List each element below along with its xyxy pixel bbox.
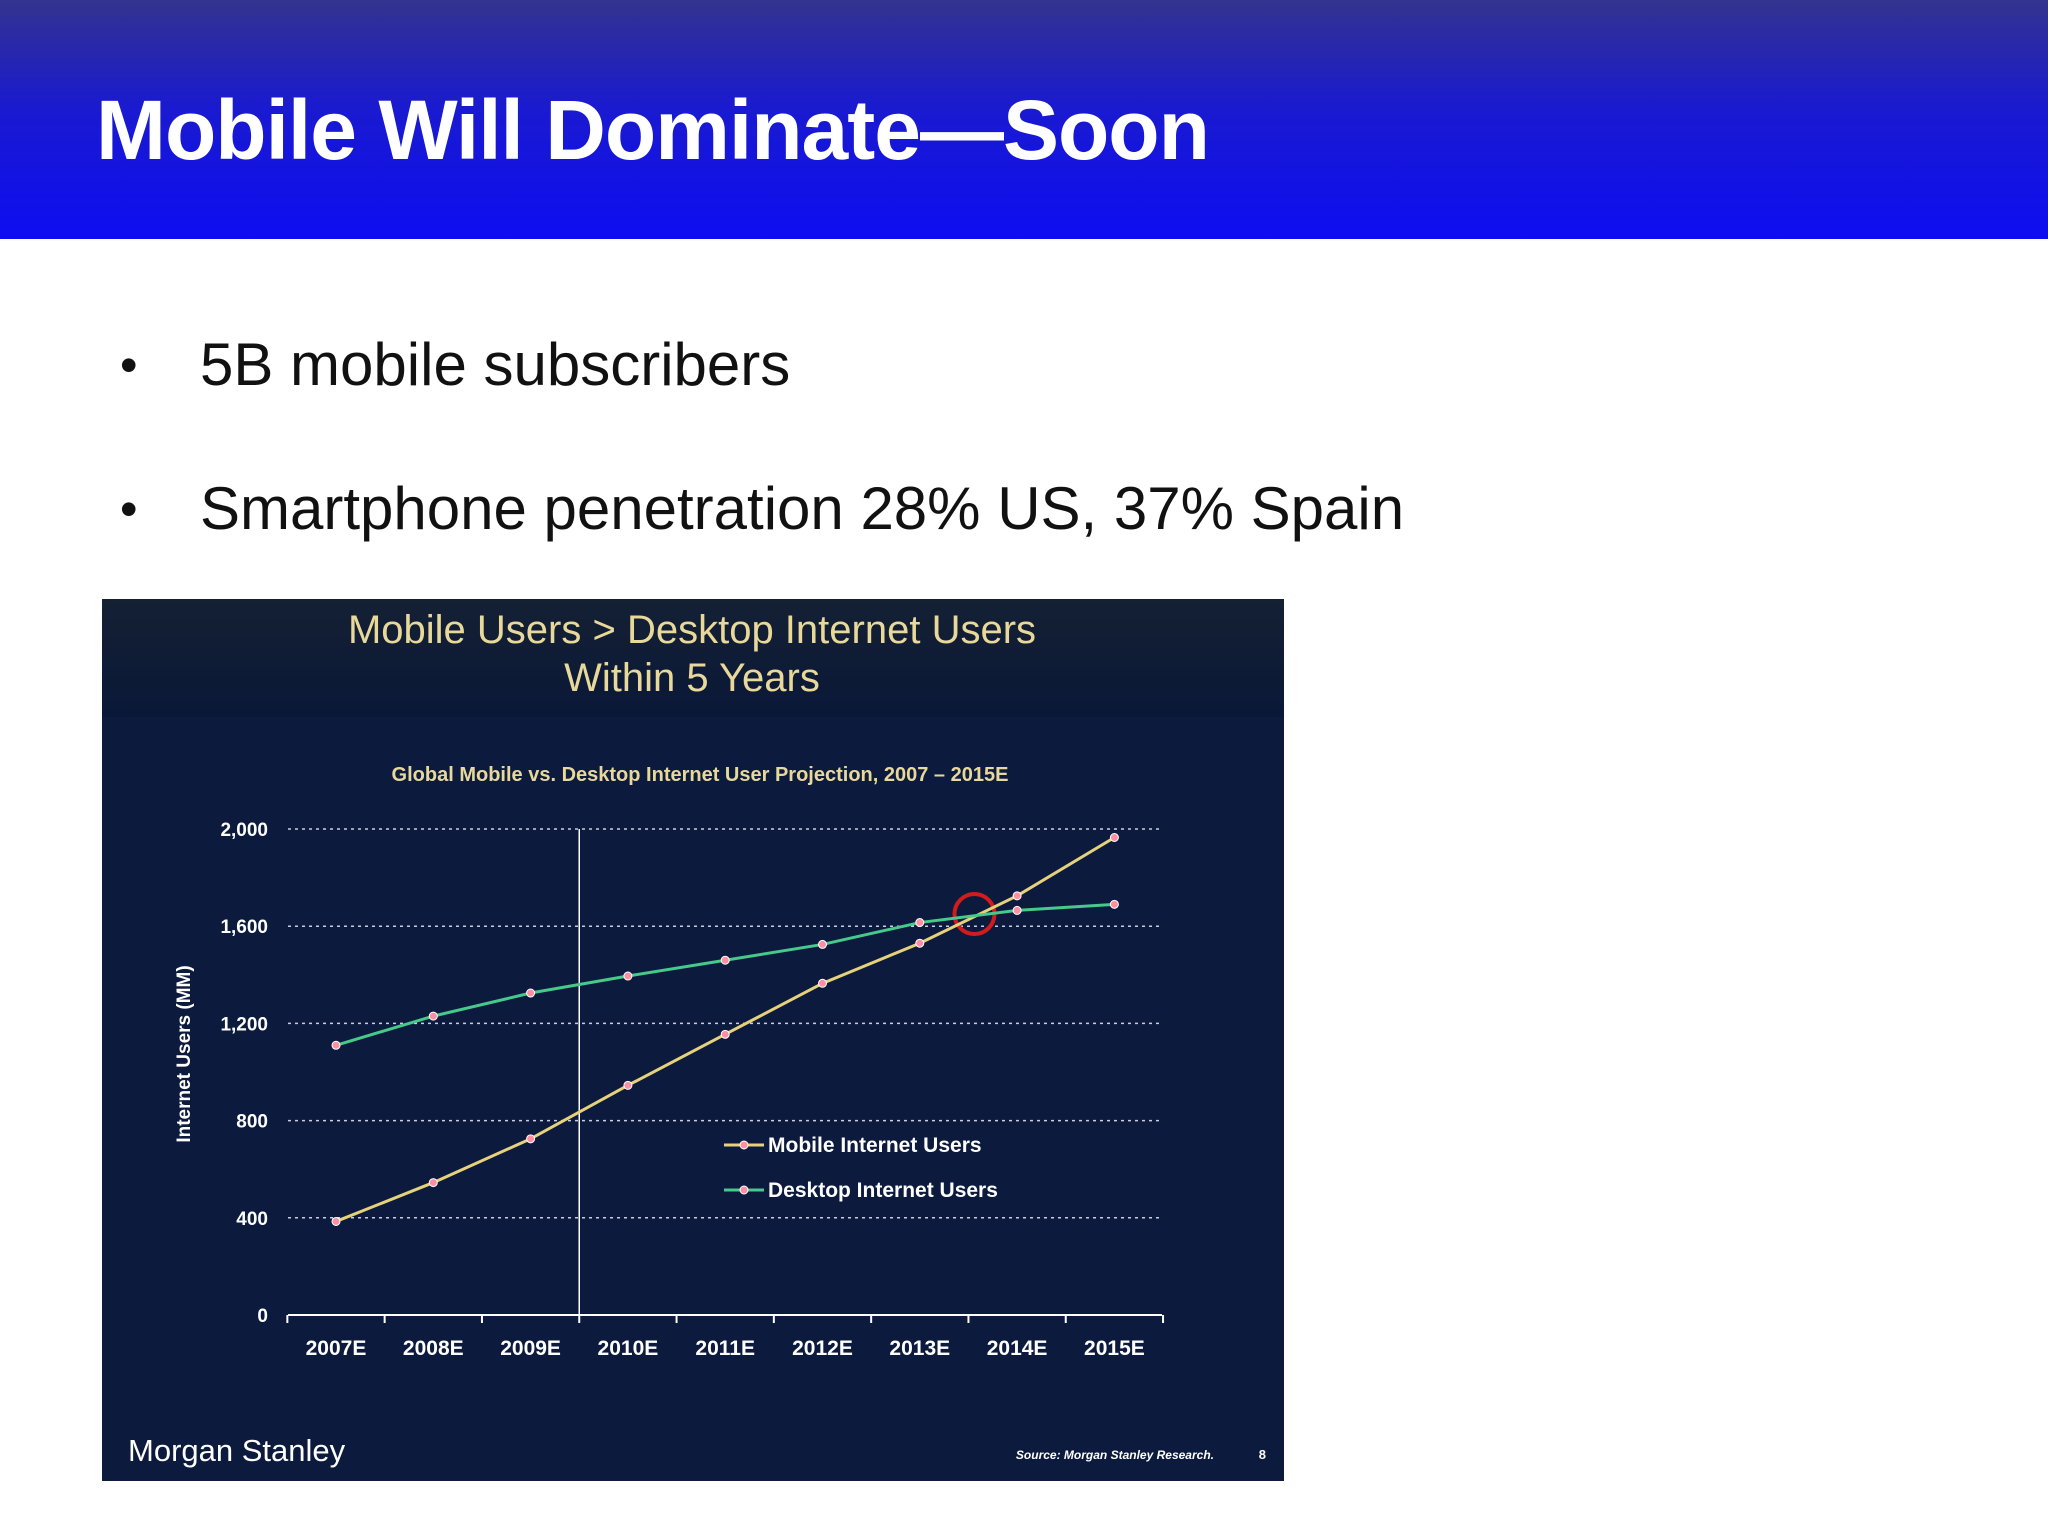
x-tick-label: 2011E xyxy=(695,1337,755,1360)
series-group xyxy=(331,833,1119,1226)
chart-title: Global Mobile vs. Desktop Internet User … xyxy=(392,764,1009,786)
x-tick-label: 2013E xyxy=(889,1337,950,1360)
data-point xyxy=(331,1040,341,1050)
y-tick-label: 400 xyxy=(236,1209,268,1230)
bullet-icon: • xyxy=(120,481,138,537)
x-tick-label: 2010E xyxy=(598,1337,659,1360)
data-point xyxy=(818,978,827,988)
data-point xyxy=(1109,899,1119,909)
gridlines xyxy=(288,828,1162,1219)
x-tick-label: 2014E xyxy=(987,1337,1048,1360)
panel-header-band xyxy=(102,599,1284,717)
bullet-icon: • xyxy=(120,337,138,393)
data-point xyxy=(1012,905,1022,915)
bullet-list: • 5B mobile subscribers • Smartphone pen… xyxy=(120,310,1404,598)
bullet-item: • 5B mobile subscribers xyxy=(120,310,1404,454)
page-number: 8 xyxy=(1259,1447,1266,1462)
bullet-item: • Smartphone penetration 28% US, 37% Spa… xyxy=(120,454,1404,598)
x-axis: 2007E 2008E 2009E 2010E 2011E 2012E 2013E 2014E… xyxy=(286,1314,1165,1360)
legend-label: Desktop Internet Users xyxy=(768,1179,998,1202)
panel-background xyxy=(102,599,1284,1481)
x-tick-label: 2008E xyxy=(403,1337,464,1360)
panel-headline-line1: Mobile Users > Desktop Internet Users xyxy=(348,608,1036,652)
data-point xyxy=(623,971,633,981)
data-point xyxy=(428,1178,438,1188)
data-point xyxy=(818,939,827,949)
source-note: Source: Morgan Stanley Research. xyxy=(1016,1448,1214,1462)
chart-svg: Mobile Users > Desktop Internet Users Wi… xyxy=(102,599,1284,1481)
bullet-text: Smartphone penetration 28% US, 37% Spain xyxy=(200,475,1405,542)
data-point xyxy=(526,988,536,998)
y-tick-label: 2,000 xyxy=(220,820,268,841)
data-point xyxy=(915,938,925,948)
data-point xyxy=(428,1011,438,1021)
data-point xyxy=(915,918,925,928)
legend-swatch-marker xyxy=(739,1140,749,1150)
chart-panel: Mobile Users > Desktop Internet Users Wi… xyxy=(102,599,1284,1481)
data-point xyxy=(1012,891,1022,901)
x-tick-label: 2015E xyxy=(1084,1337,1145,1360)
data-point xyxy=(720,955,730,965)
brand-logo: Morgan Stanley xyxy=(128,1433,346,1468)
y-axis-ticks: 0 400 800 1,200 1,600 2,000 xyxy=(220,820,268,1327)
y-tick-label: 1,600 xyxy=(220,917,268,938)
legend-swatch-marker xyxy=(739,1185,749,1195)
y-axis-label: Internet Users (MM) xyxy=(174,965,195,1142)
data-point xyxy=(623,1080,633,1090)
y-tick-label: 1,200 xyxy=(220,1014,268,1035)
bullet-text: 5B mobile subscribers xyxy=(200,331,791,398)
data-point xyxy=(720,1029,730,1039)
x-tick-label: 2007E xyxy=(306,1337,367,1360)
title-bar: Mobile Will Dominate—Soon xyxy=(0,0,2048,239)
x-tick-label: 2009E xyxy=(500,1337,561,1360)
legend: Mobile Internet Users Desktop Internet Us… xyxy=(724,1134,998,1202)
data-point xyxy=(526,1134,536,1144)
panel-headline-line2: Within 5 Years xyxy=(564,656,820,700)
data-point xyxy=(1109,833,1119,843)
y-tick-label: 0 xyxy=(257,1306,268,1327)
legend-label: Mobile Internet Users xyxy=(768,1134,982,1157)
y-tick-label: 800 xyxy=(236,1112,268,1133)
x-tick-label: 2012E xyxy=(792,1337,853,1360)
data-point xyxy=(331,1216,341,1226)
slide-title: Mobile Will Dominate—Soon xyxy=(96,83,1210,177)
